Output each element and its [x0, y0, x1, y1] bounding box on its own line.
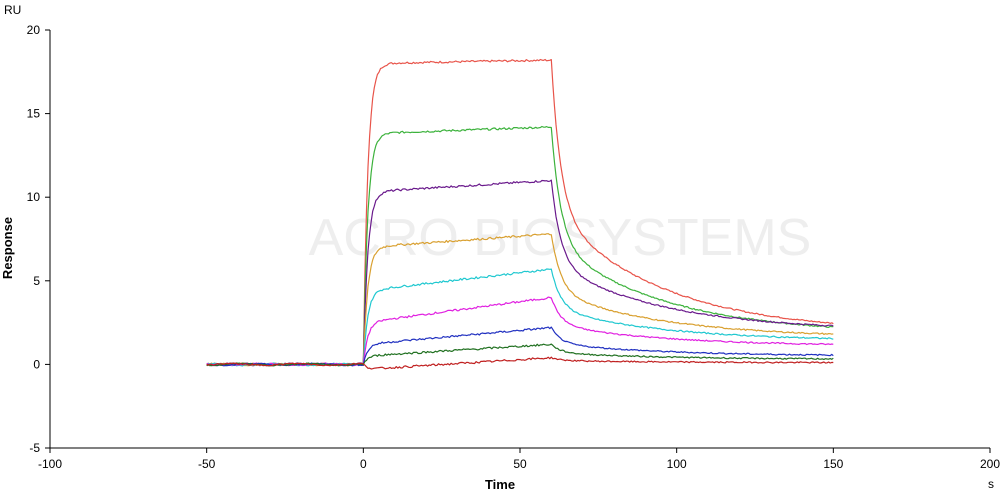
y-axis-title: Response: [0, 217, 15, 279]
y-tick-label: 0: [33, 357, 40, 371]
x-tick-label: 200: [980, 457, 1000, 471]
y-tick-label: 5: [33, 274, 40, 288]
watermark-text: ACRO BIOSYSTEMS: [309, 209, 812, 267]
x-tick-label: 150: [823, 457, 843, 471]
x-tick-label: 50: [513, 457, 527, 471]
y-tick-label: 15: [27, 107, 41, 121]
x-axis-title: Time: [485, 477, 515, 492]
y-tick-label: -5: [29, 441, 40, 455]
series-line-7: [206, 326, 834, 367]
x-tick-label: -50: [198, 457, 216, 471]
watermark: ACRO BIOSYSTEMS: [309, 209, 812, 267]
x-tick-label: 0: [360, 457, 367, 471]
x-tick-label: 100: [667, 457, 687, 471]
x-ticks: -100 -50 0 50 100 150 200: [38, 448, 1000, 471]
y-ticks: -5 0 5 10 15 20: [27, 23, 50, 455]
y-tick-label: 20: [27, 23, 41, 37]
x-tick-label: -100: [38, 457, 62, 471]
series-layer: [206, 58, 834, 370]
series-line-9: [206, 356, 834, 370]
series-line-8: [206, 343, 834, 367]
y-tick-label: 10: [27, 190, 41, 204]
x-unit-label: s: [988, 477, 994, 491]
y-unit-label: RU: [4, 3, 21, 17]
